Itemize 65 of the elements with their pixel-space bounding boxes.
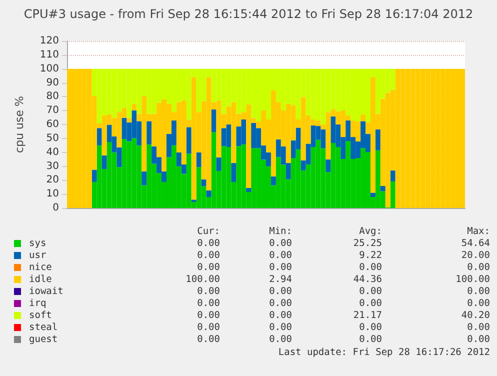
text: 2.94	[268, 274, 292, 286]
text: Min:	[268, 226, 292, 238]
chart-title: CPU#3 usage - from Fri Sep 28 16:15:44 2012 to Fri Sep 28 16:17:04 2012	[24, 7, 474, 21]
text: 0.00	[268, 310, 292, 322]
y-tick-label: 30	[46, 160, 59, 172]
text: 0.00	[196, 262, 220, 274]
text: 0.00	[466, 322, 490, 334]
text: 0.00	[196, 334, 220, 346]
text: 0.00	[268, 334, 292, 346]
text: 21.17	[352, 310, 382, 322]
text: 0.00	[358, 334, 382, 346]
text: 44.36	[352, 274, 382, 286]
text: 0.00	[268, 322, 292, 334]
text: 0.00	[268, 250, 292, 262]
y-tick-label: 50	[46, 132, 59, 144]
legend-label: irq	[28, 298, 48, 310]
text: 54.64	[460, 238, 490, 250]
text: 0.00	[268, 298, 292, 310]
y-tick-label: 0	[52, 202, 59, 214]
legend-label: nice	[28, 262, 53, 274]
text: 0.00	[466, 298, 490, 310]
y-tick-label: 70	[46, 105, 59, 116]
y-tick-label: 60	[46, 119, 59, 130]
legend-label: idle	[28, 274, 53, 286]
text: 0.00	[196, 310, 220, 322]
text: 0.00	[466, 262, 490, 274]
y-tick-label: 40	[46, 146, 59, 158]
text: 0.00	[268, 262, 292, 274]
text: 9.22	[358, 250, 382, 262]
text: 100.00	[454, 274, 490, 286]
text: 0.00	[268, 286, 292, 298]
text: 0.00	[358, 322, 382, 334]
legend-label: sys	[28, 238, 48, 250]
text: 0.00	[358, 262, 382, 274]
legend-label: iowait	[28, 286, 64, 298]
text: 20.00	[460, 250, 490, 262]
y-tick-label: 110	[40, 49, 59, 60]
text: 0.00	[196, 322, 220, 334]
legend-label: soft	[28, 310, 53, 322]
text: 40.20	[460, 310, 490, 322]
y-tick-label: 80	[46, 91, 59, 102]
text: 0.00	[358, 286, 382, 298]
text: Cur:	[196, 226, 220, 238]
text: 0.00	[358, 298, 382, 310]
text: 0.00	[196, 286, 220, 298]
y-tick-label: 120	[40, 36, 59, 46]
text: Avg:	[358, 226, 382, 238]
text: 0.00	[466, 286, 490, 298]
y-tick-label: 90	[46, 77, 59, 88]
legend-label: guest	[28, 334, 59, 346]
y-tick-label: 20	[46, 174, 59, 186]
y-axis-title: cpu use %	[13, 96, 26, 153]
text: 0.00	[196, 298, 220, 310]
text: Max:	[466, 226, 490, 238]
text: 0.00	[196, 238, 220, 250]
y-tick-label: 100	[40, 63, 59, 74]
text: 0.00	[196, 250, 220, 262]
legend-label: usr	[28, 250, 48, 262]
text: Last update: Fri Sep 28 16:17:26 2012	[277, 347, 490, 358]
text: 0.00	[268, 238, 292, 250]
legend-label: steal	[28, 322, 59, 334]
text: 25.25	[352, 238, 382, 250]
text: 0.00	[466, 334, 490, 346]
text: 100.00	[184, 274, 220, 286]
y-tick-label: 10	[46, 188, 59, 200]
